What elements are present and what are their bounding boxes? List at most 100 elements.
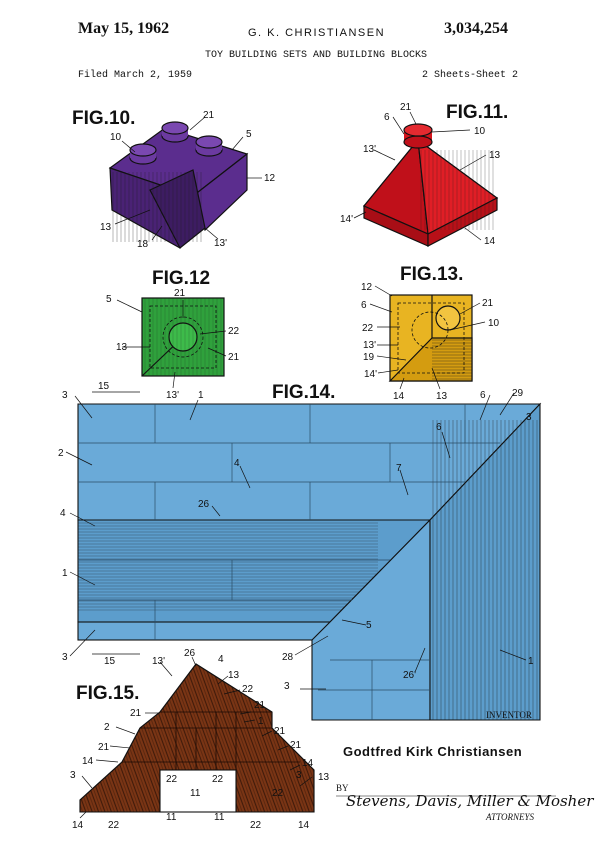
fig15-ref: 13 <box>228 670 240 681</box>
fig10-ref: 21 <box>203 110 215 121</box>
fig15-ref: 2 <box>104 722 110 733</box>
fig15-ref: 11 <box>190 788 201 799</box>
fig15-ref: 22 <box>242 684 254 695</box>
fig10-ref: 5 <box>246 129 252 140</box>
fig11-ref: 6 <box>384 112 390 123</box>
fig11-group: FIG.11. 21 6 <box>340 102 508 247</box>
fig13-ref: 6 <box>361 300 367 311</box>
fig10-ref: 10 <box>110 132 122 143</box>
fig14-ref: 3 <box>62 652 68 663</box>
fig11-label: FIG.11. <box>446 102 508 123</box>
fig12-ref: 13' <box>166 390 179 401</box>
fig15-ref: 4 <box>218 654 224 665</box>
fig12-ref: 21 <box>228 352 240 363</box>
fig11-ref: 21 <box>400 102 412 113</box>
fig15-ref: 3 <box>296 770 302 781</box>
fig14-wall <box>78 404 540 720</box>
fig15-ref: 21 <box>290 740 302 751</box>
fig11-ref: 14' <box>340 214 353 225</box>
fig15-ref: 14 <box>72 820 84 831</box>
fig15-ref: 11 <box>214 812 225 823</box>
fig14-ref: 2 <box>58 448 64 459</box>
fig14-ref: 3 <box>526 412 532 423</box>
fig14-ref: 29 <box>512 388 524 399</box>
fig14-ref: 4 <box>60 508 66 519</box>
fig11-block <box>364 124 497 246</box>
fig11-ref: 14 <box>484 236 496 247</box>
fig15-ref: 22 <box>250 820 262 831</box>
fig13-ref: 13 <box>436 391 448 402</box>
fig15-ref: 22 <box>166 774 178 785</box>
fig14-ref: 6 <box>480 390 486 401</box>
fig14-ref: 26 <box>198 499 210 510</box>
attorneys-label: ATTORNEYS <box>486 812 534 822</box>
fig14-ref: 1 <box>198 390 204 401</box>
fig13-stud <box>436 306 460 330</box>
fig12-label: FIG.12 <box>152 268 210 289</box>
fig13-ref: 14' <box>364 369 377 380</box>
fig15-label: FIG.15. <box>76 683 139 704</box>
fig14-group: FIG.14. <box>58 381 540 720</box>
fig11-ref: 10 <box>474 126 486 137</box>
fig15-ref: 26 <box>184 648 196 659</box>
fig13-label: FIG.13. <box>400 264 463 285</box>
fig12-ref: 21 <box>174 288 186 299</box>
fig12-ref: 5 <box>106 294 112 305</box>
inventor-name: Godtfred Kirk Christiansen <box>343 744 522 759</box>
fig15-ref: 1 <box>258 716 264 727</box>
fig12-ref: 13 <box>116 342 128 353</box>
fig14-ref: 28 <box>282 652 294 663</box>
fig14-ref: 3 <box>62 390 68 401</box>
fig13-ref: 12 <box>361 282 373 293</box>
fig15-ref: 21 <box>254 700 266 711</box>
fig15-ref: 21 <box>274 726 286 737</box>
fig13-ref: 10 <box>488 318 500 329</box>
fig15-ref: 14 <box>82 756 94 767</box>
fig15-ref: 13' <box>152 656 165 667</box>
fig10-group: FIG.10. <box>72 108 276 250</box>
fig14-ref: 1 <box>528 656 534 667</box>
fig12-group: FIG.12 5 21 13 22 21 13' <box>106 268 240 401</box>
fig10-label: FIG.10. <box>72 108 135 129</box>
fig15-ref: 21 <box>98 742 110 753</box>
fig15-ref: 13 <box>318 772 330 783</box>
inventor-label: INVENTOR <box>486 710 532 720</box>
fig15-group: FIG.15. <box>70 648 330 831</box>
fig14-ref: 5 <box>366 620 372 631</box>
fig10-ref: 13 <box>100 222 112 233</box>
fig14-ref: 6 <box>436 422 442 433</box>
fig13-ref: 22 <box>362 323 374 334</box>
fig15-ref: 14 <box>302 758 314 769</box>
fig13-group: FIG.13. 12 <box>361 264 500 402</box>
attorney-firm-signature: Stevens, Davis, Miller & Mosher <box>346 792 593 810</box>
fig15-ref: 14 <box>298 820 310 831</box>
fig14-label: FIG.14. <box>272 382 335 403</box>
fig15-ref: 11 <box>166 812 177 823</box>
fig10-ref: 13' <box>214 238 227 249</box>
fig11-ref: 13 <box>489 150 501 161</box>
fig15-ref: 3 <box>70 770 76 781</box>
fig13-ref: 21 <box>482 298 494 309</box>
fig14-ref: 1 <box>62 568 68 579</box>
fig12-ref: 22 <box>228 326 240 337</box>
fig13-ref: 13' <box>363 340 376 351</box>
fig11-hatch <box>420 150 495 230</box>
fig14-ref: 3 <box>284 681 290 692</box>
fig14-ref: 15 <box>98 381 110 392</box>
fig14-ref: 7 <box>396 463 402 474</box>
fig13-ref: 19 <box>363 352 375 363</box>
fig14-ref: 4 <box>234 458 240 469</box>
fig14-ref: 26' <box>403 670 416 681</box>
fig10-hatch <box>112 172 202 242</box>
fig15-ref: 21 <box>130 708 142 719</box>
fig14-lower-left <box>78 622 330 640</box>
fig11-ref: 13' <box>363 144 376 155</box>
fig10-block <box>110 122 247 248</box>
fig10-ref: 12 <box>264 173 276 184</box>
fig15-ref: 22 <box>212 774 224 785</box>
fig15-ref: 22 <box>272 788 284 799</box>
fig13-block <box>390 295 472 381</box>
fig10-ref: 18 <box>137 239 149 250</box>
fig14-ref: 15 <box>104 656 116 667</box>
